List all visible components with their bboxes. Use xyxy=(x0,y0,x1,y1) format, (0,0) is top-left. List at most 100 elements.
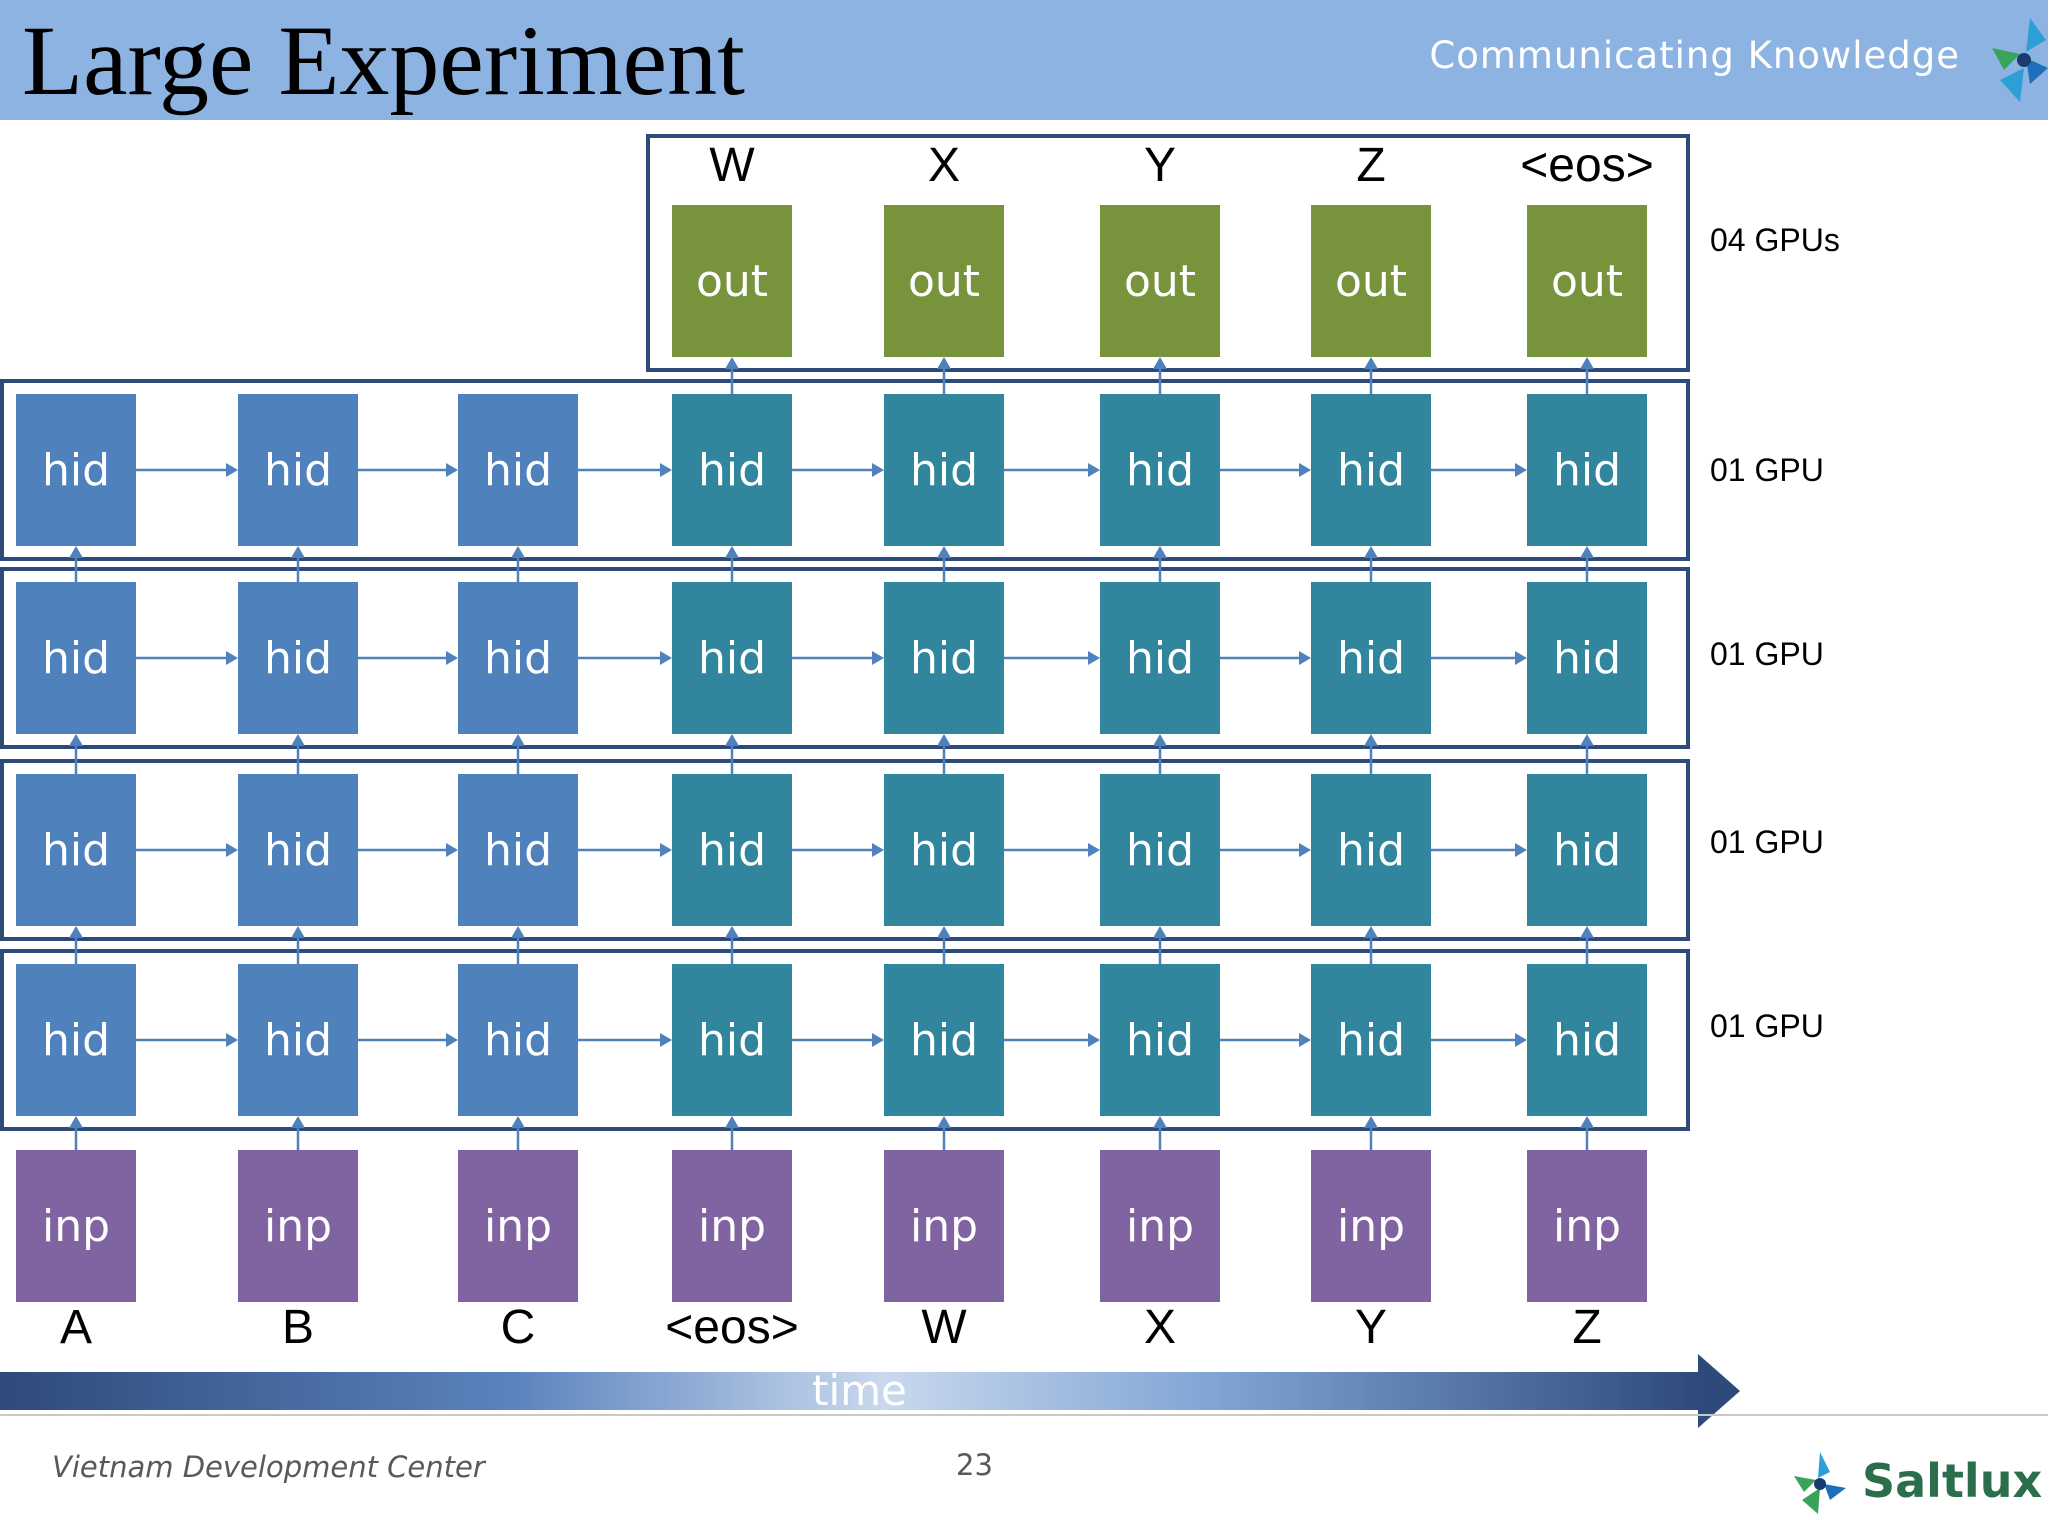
output-token: W xyxy=(709,139,755,192)
layer-arrowhead xyxy=(291,926,305,938)
recurrent-arrowhead xyxy=(1515,651,1527,665)
output-token: X xyxy=(927,139,961,192)
layer-arrowhead xyxy=(937,546,951,558)
hidden-node: hid xyxy=(16,774,136,926)
recurrent-arrowhead xyxy=(1515,1033,1527,1047)
hidden-node: hid xyxy=(1527,582,1647,734)
hidden-node: hid xyxy=(1100,394,1220,546)
input-token: X xyxy=(1143,1301,1177,1354)
output-node: out xyxy=(672,205,792,357)
time-arrow xyxy=(0,1372,1700,1410)
recurrent-arrowhead xyxy=(1299,1033,1311,1047)
input-arrowhead xyxy=(937,1116,951,1128)
recurrent-arrowhead xyxy=(1299,651,1311,665)
input-token: A xyxy=(59,1301,93,1354)
input-token: <eos> xyxy=(665,1301,799,1354)
hidden-node: hid xyxy=(1311,582,1431,734)
time-arrow-head xyxy=(1698,1354,1740,1428)
output-arrowhead xyxy=(937,357,951,369)
input-node: inp xyxy=(238,1150,358,1302)
input-node: inp xyxy=(458,1150,578,1302)
input-arrowhead xyxy=(1580,1116,1594,1128)
hidden-node: hid xyxy=(238,582,358,734)
gpu-label: 01 GPU xyxy=(1710,1008,1824,1044)
recurrent-arrowhead xyxy=(872,1033,884,1047)
recurrent-arrowhead xyxy=(1515,843,1527,857)
hidden-node: hid xyxy=(1527,964,1647,1116)
layer-arrowhead xyxy=(1580,734,1594,746)
hidden-node: hid xyxy=(1311,964,1431,1116)
hidden-node: hid xyxy=(16,394,136,546)
hidden-node: hid xyxy=(884,394,1004,546)
hidden-node: hid xyxy=(1311,774,1431,926)
recurrent-arrowhead xyxy=(872,463,884,477)
footer-divider xyxy=(0,1414,2048,1416)
output-arrowhead xyxy=(725,357,739,369)
recurrent-arrowhead xyxy=(1515,463,1527,477)
saltlux-logo-icon xyxy=(1794,1452,1846,1514)
recurrent-arrowhead xyxy=(1299,843,1311,857)
hidden-node: hid xyxy=(1527,774,1647,926)
output-node: out xyxy=(1311,205,1431,357)
hidden-node: hid xyxy=(458,964,578,1116)
output-token: Z xyxy=(1356,139,1386,192)
input-token: W xyxy=(921,1301,967,1354)
output-node: out xyxy=(884,205,1004,357)
gpu-label: 01 GPU xyxy=(1710,452,1824,488)
layer-arrowhead xyxy=(511,734,525,746)
brand-star-icon xyxy=(1992,18,2048,102)
hidden-node: hid xyxy=(238,394,358,546)
layer-arrowhead xyxy=(725,926,739,938)
output-token: <eos> xyxy=(1520,139,1654,192)
header-tagline: Communicating Knowledge xyxy=(1429,34,1960,77)
layer-arrowhead xyxy=(69,926,83,938)
input-node: inp xyxy=(16,1150,136,1302)
input-token: B xyxy=(281,1301,315,1354)
hidden-node: hid xyxy=(458,394,578,546)
hidden-node: hid xyxy=(16,582,136,734)
slide-title: Large Experiment xyxy=(22,5,745,116)
hidden-node: hid xyxy=(672,394,792,546)
recurrent-arrowhead xyxy=(446,1033,458,1047)
input-node: inp xyxy=(1527,1150,1647,1302)
recurrent-arrowhead xyxy=(872,651,884,665)
layer-arrowhead xyxy=(511,926,525,938)
recurrent-arrowhead xyxy=(660,843,672,857)
recurrent-arrowhead xyxy=(446,843,458,857)
layer-arrowhead xyxy=(1364,734,1378,746)
layer-arrowhead xyxy=(69,734,83,746)
hidden-node: hid xyxy=(458,774,578,926)
output-token: Y xyxy=(1143,139,1177,192)
hidden-node: hid xyxy=(1100,582,1220,734)
layer-arrowhead xyxy=(291,734,305,746)
logo-wordmark: Saltlux xyxy=(1862,1454,2043,1508)
hidden-node: hid xyxy=(458,582,578,734)
time-label: time xyxy=(812,1366,907,1415)
hidden-node: hid xyxy=(238,964,358,1116)
input-arrowhead xyxy=(69,1116,83,1128)
hidden-node: hid xyxy=(1100,964,1220,1116)
layer-arrowhead xyxy=(1364,546,1378,558)
input-token: Z xyxy=(1572,1301,1602,1354)
input-node: inp xyxy=(672,1150,792,1302)
hidden-node: hid xyxy=(884,582,1004,734)
hidden-node: hid xyxy=(16,964,136,1116)
input-node: inp xyxy=(1311,1150,1431,1302)
recurrent-arrowhead xyxy=(1088,651,1100,665)
output-arrowhead xyxy=(1580,357,1594,369)
recurrent-arrowhead xyxy=(660,463,672,477)
hidden-node: hid xyxy=(672,964,792,1116)
layer-arrowhead xyxy=(1153,926,1167,938)
recurrent-arrowhead xyxy=(1088,843,1100,857)
input-arrowhead xyxy=(725,1116,739,1128)
output-node: out xyxy=(1527,205,1647,357)
hidden-node: hid xyxy=(238,774,358,926)
layer-arrowhead xyxy=(1153,734,1167,746)
recurrent-arrowhead xyxy=(226,1033,238,1047)
layer-arrowhead xyxy=(1364,926,1378,938)
layer-arrowhead xyxy=(725,546,739,558)
footer-org: Vietnam Development Center xyxy=(52,1450,485,1484)
input-arrowhead xyxy=(511,1116,525,1128)
recurrent-arrowhead xyxy=(226,843,238,857)
layer-arrowhead xyxy=(511,546,525,558)
